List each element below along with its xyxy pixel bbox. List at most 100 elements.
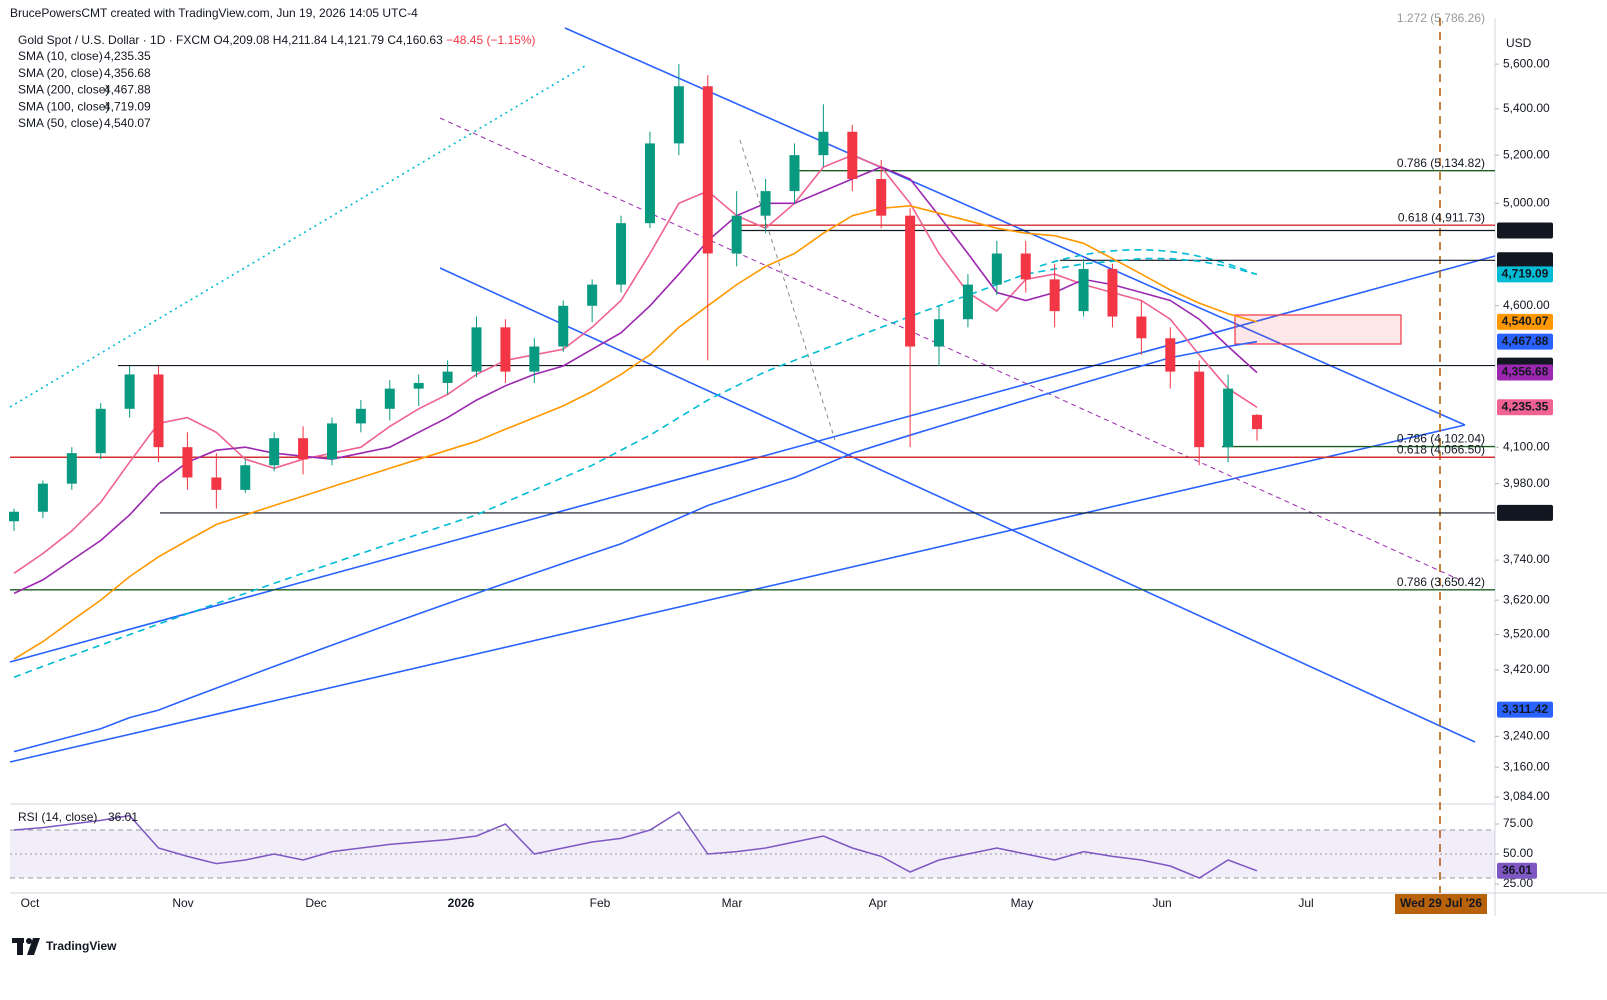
legend-name: SMA (50, close) [18, 116, 103, 130]
y-tick-label: 3,160.00 [1503, 759, 1550, 773]
date-tag-label: Wed 29 Jul '26 [1400, 896, 1482, 910]
y-tick-label: 3,740.00 [1503, 552, 1550, 566]
x-tick-label: Apr [869, 896, 888, 910]
ohlc: O4,209.08 [213, 33, 269, 47]
candle-body [211, 477, 222, 490]
resistance-zone [1234, 314, 1402, 345]
trendline [439, 267, 1476, 743]
date-tag [1395, 894, 1487, 914]
price-tag-label: 4,540.07 [1502, 314, 1549, 328]
trendline [564, 27, 1466, 426]
y-tick-label: 3,084.00 [1503, 789, 1550, 803]
brand: TradingView [46, 939, 117, 953]
sma-line [13, 154, 1258, 574]
candle-body [1194, 371, 1205, 448]
candle-body [1078, 268, 1089, 312]
rsi-value: 36.01 [108, 810, 138, 824]
header: BrucePowersCMT created with TradingView.… [10, 6, 418, 20]
candle-body [298, 438, 309, 460]
candle-body [384, 388, 395, 409]
y-tick-label: 4,600.00 [1503, 298, 1550, 312]
legend-value: 4,356.68 [104, 66, 151, 80]
candle-body [1020, 253, 1031, 280]
rsi-name: RSI (14, close) [18, 810, 97, 824]
rsi-tick-label: 25.00 [1503, 876, 1533, 890]
fib-label: 0.786 (3,650.42) [1397, 575, 1485, 589]
x-tick-label: May [1011, 896, 1034, 910]
candle-body [1107, 268, 1118, 317]
logo-part [27, 938, 40, 955]
trendline [439, 117, 1461, 581]
projection-arc [1039, 249, 1256, 275]
candle-body [326, 423, 337, 460]
candle-body [991, 253, 1002, 285]
drawings [9, 18, 1496, 893]
ohlc: C4,160.63 [387, 33, 443, 47]
candle-body [1223, 388, 1234, 448]
y-tick-label: 5,000.00 [1503, 196, 1550, 210]
candle-body [529, 346, 540, 372]
price-tag [1497, 252, 1553, 269]
price-tag [1497, 313, 1553, 330]
x-tick-label: Dec [305, 896, 326, 910]
x-tick-label: Nov [172, 896, 193, 910]
legend-name: SMA (10, close) [18, 49, 103, 63]
logo-part [17, 938, 23, 955]
legend-value: 4,540.07 [104, 116, 151, 130]
price-tag [1497, 701, 1553, 718]
legend-name: SMA (200, close) [18, 83, 109, 97]
candle-body [124, 374, 135, 409]
trendline [9, 255, 1496, 663]
fib-label: 0.786 (4,102.04) [1397, 432, 1485, 446]
candle-body [95, 408, 106, 454]
price-tag [1497, 364, 1553, 381]
price-tag-label: 4,890.67 [1502, 223, 1549, 237]
candle-body [1136, 316, 1147, 339]
candle-body [37, 483, 48, 512]
y-tick-label: 4,100.00 [1503, 439, 1550, 453]
candle-body [558, 305, 569, 347]
price-tag [1497, 266, 1553, 283]
price-tag-label: 4,773.54 [1502, 252, 1549, 266]
x-tick-label: 2026 [448, 896, 475, 910]
price-tag-label: 4,235.35 [1502, 399, 1549, 413]
rsi-tick-label: 75.00 [1503, 816, 1533, 830]
legend-title: Gold Spot / U.S. Dollar · 1D · FXCM O4,2… [18, 33, 536, 47]
y-tick-label: 5,400.00 [1503, 101, 1550, 115]
sma-line [13, 340, 1258, 753]
logo-part [26, 938, 32, 944]
legend-name: SMA (20, close) [18, 66, 103, 80]
candle-body [905, 215, 916, 347]
sma-line [13, 204, 1258, 660]
candle-body [847, 131, 858, 180]
legend-value: 4,235.35 [104, 49, 151, 63]
candle-body [818, 131, 829, 156]
legend-name: SMA (100, close) [18, 99, 109, 113]
ohlc: H4,211.84 [273, 33, 328, 47]
candle-body [789, 155, 800, 192]
y-tick-label: 5,200.00 [1503, 147, 1550, 161]
candle-body [240, 465, 251, 490]
x-tick-label: Jun [1152, 896, 1171, 910]
x-tick-label: Feb [590, 896, 611, 910]
candle-body [9, 511, 19, 522]
price-tag [1497, 504, 1553, 521]
candle-body [442, 371, 453, 383]
rsi-band [10, 830, 1495, 878]
price-tag [1497, 399, 1553, 416]
fib-label: 0.618 (4,911.73) [1398, 210, 1485, 224]
rsi-tag-label: 36.01 [1502, 863, 1532, 877]
candle-body [673, 86, 684, 144]
candle-body [471, 327, 482, 372]
candle-body [644, 143, 655, 224]
y-tick-label: 3,420.00 [1503, 662, 1550, 676]
price-tag-label: 3,886.28 [1502, 505, 1549, 519]
trendline [9, 424, 1466, 763]
price-tag-label: 3,311.42 [1502, 702, 1548, 716]
candle-body [413, 382, 424, 389]
legend-value: 4,719.09 [104, 99, 151, 113]
legend-value: 4,467.88 [104, 83, 151, 97]
symbol: Gold Spot / U.S. Dollar · 1D · FXCM [18, 33, 210, 47]
